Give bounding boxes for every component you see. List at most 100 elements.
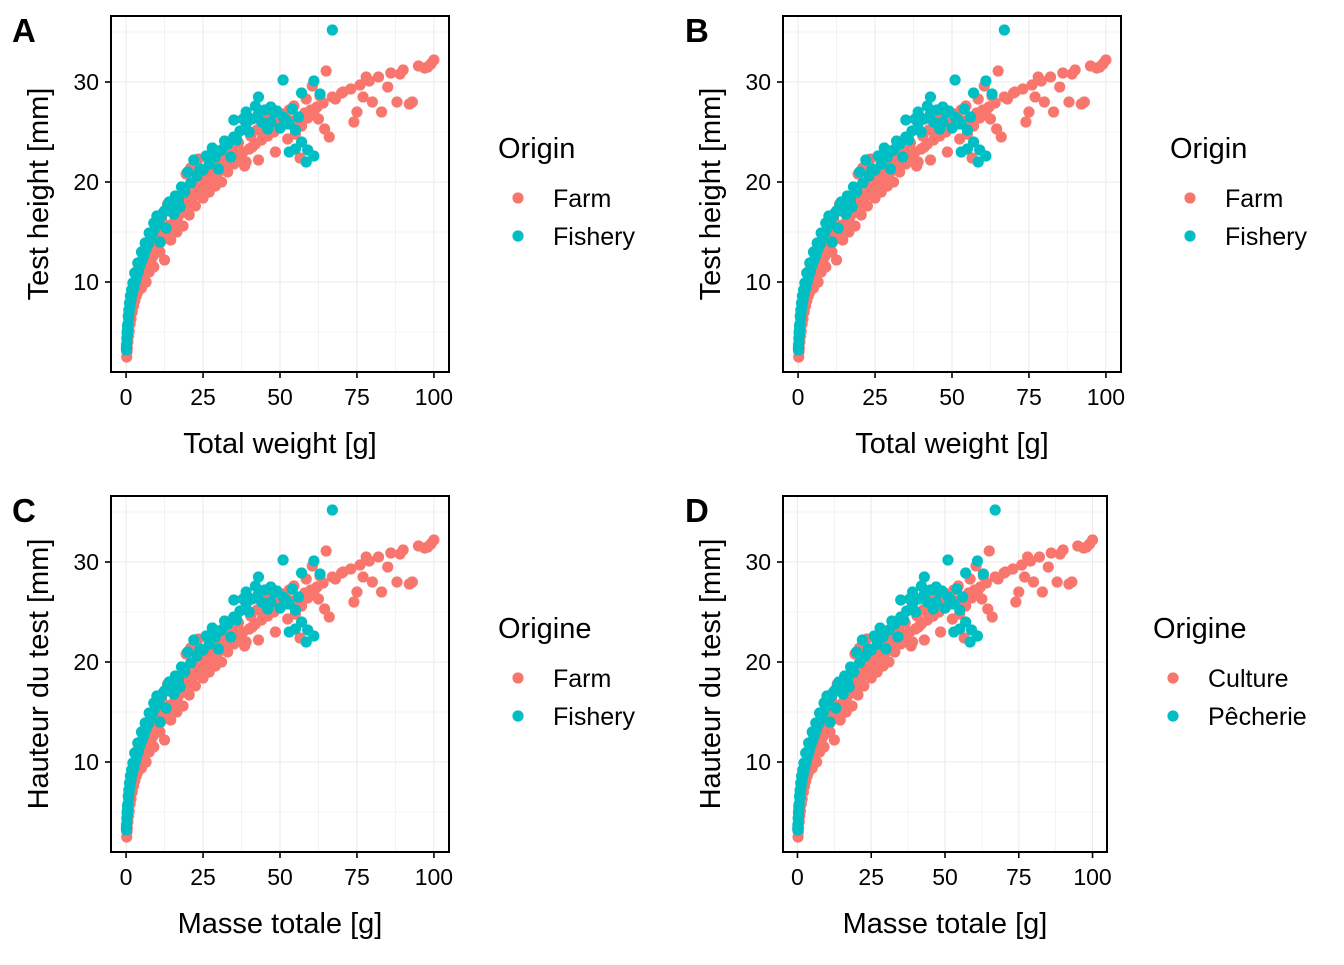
- point-farm: [319, 603, 331, 615]
- point-fishery: [237, 113, 249, 125]
- point-fishery: [971, 555, 984, 567]
- point-fishery: [289, 143, 301, 155]
- point-farm: [222, 646, 234, 658]
- legend-entry-label: Pêcherie: [1208, 703, 1307, 731]
- point-fishery: [252, 571, 265, 583]
- point-farm: [238, 160, 251, 172]
- point-farm: [372, 551, 385, 563]
- point-fishery: [200, 150, 212, 162]
- point-fishery: [262, 123, 274, 135]
- point-fishery: [277, 74, 289, 86]
- point-farm: [1019, 571, 1031, 583]
- point-fishery: [295, 87, 308, 99]
- point-fishery: [915, 580, 927, 592]
- y-tick-label: 10: [73, 269, 99, 295]
- point-fishery: [194, 163, 206, 175]
- legend-key-fishery: [512, 710, 524, 722]
- x-tick-label: 100: [1087, 384, 1125, 410]
- point-fishery: [793, 790, 806, 802]
- points: [120, 504, 440, 843]
- point-fishery: [175, 181, 188, 193]
- point-fishery: [132, 737, 144, 749]
- point-fishery: [292, 591, 305, 603]
- y-tick-label: 30: [745, 69, 771, 95]
- point-fishery: [792, 824, 804, 836]
- point-farm: [357, 571, 369, 583]
- point-fishery: [148, 217, 160, 229]
- point-farm: [183, 209, 195, 221]
- point-fishery: [262, 603, 274, 615]
- point-farm: [820, 261, 832, 273]
- point-farm: [855, 209, 867, 221]
- point-fishery: [163, 676, 175, 688]
- legend-entry-label: Farm: [553, 665, 611, 693]
- point-fishery: [212, 163, 225, 175]
- point-farm: [1016, 559, 1028, 571]
- panel-c: 0 25 50 75 100 10 20 30 Masse totale [g] Hauteur …: [12, 492, 635, 940]
- y-tick-label: 20: [73, 649, 99, 675]
- point-fishery: [225, 631, 237, 643]
- legend: Origin Farm Fishery: [498, 133, 635, 251]
- legend-title: Origine: [1153, 613, 1247, 645]
- point-farm: [354, 559, 366, 571]
- point-fishery: [954, 604, 966, 616]
- point-farm: [385, 67, 397, 79]
- point-farm: [1057, 67, 1069, 79]
- point-farm: [222, 166, 234, 178]
- point-farm: [357, 91, 369, 103]
- point-fishery: [868, 630, 880, 642]
- point-fishery: [295, 567, 308, 579]
- point-fishery: [900, 114, 912, 126]
- point-fishery: [824, 716, 836, 728]
- point-fishery: [890, 135, 903, 147]
- point-fishery: [277, 554, 289, 566]
- point-farm: [165, 234, 177, 246]
- axes: 0 25 50 75 100 10 20 30 Total weight [g] Test hei…: [695, 69, 1125, 460]
- point-fishery: [326, 504, 338, 516]
- point-fishery: [961, 143, 973, 155]
- point-fishery: [844, 661, 857, 673]
- point-farm: [366, 96, 378, 108]
- point-fishery: [826, 236, 838, 248]
- point-farm: [360, 71, 372, 83]
- point-farm: [983, 545, 995, 557]
- point-farm: [282, 133, 294, 145]
- point-farm: [849, 220, 861, 232]
- point-fishery: [174, 201, 186, 213]
- point-farm: [984, 113, 997, 125]
- point-farm: [887, 176, 900, 188]
- point-farm: [1047, 106, 1060, 118]
- y-tick-label: 20: [745, 169, 771, 195]
- point-fishery: [954, 623, 966, 635]
- point-fishery: [129, 267, 141, 279]
- legend-entry-label: Fishery: [553, 703, 635, 731]
- point-fishery: [939, 602, 951, 614]
- point-farm: [140, 756, 152, 768]
- legend-entry-label: Fishery: [553, 223, 635, 251]
- point-fishery: [924, 91, 937, 103]
- point-farm: [811, 756, 823, 768]
- point-fishery: [961, 124, 973, 136]
- point-fishery: [206, 142, 218, 154]
- y-tick-label: 20: [745, 649, 771, 675]
- point-fishery: [998, 24, 1010, 36]
- point-fishery: [292, 111, 305, 123]
- point-fishery: [314, 88, 326, 100]
- point-fishery: [174, 681, 186, 693]
- point-fishery: [800, 747, 812, 759]
- panel-tag: C: [12, 492, 36, 529]
- panel-a: 0 25 50 75 100 10 20 30 Total weight [g] Test hei…: [12, 12, 635, 460]
- point-farm: [1066, 576, 1078, 588]
- point-fishery: [135, 246, 148, 258]
- point-fishery: [854, 166, 866, 178]
- point-farm: [394, 548, 406, 560]
- y-tick-label: 10: [745, 749, 771, 775]
- point-farm: [1044, 71, 1057, 83]
- y-axis-title: Test height [mm]: [23, 88, 55, 301]
- legend-title: Origine: [498, 613, 592, 645]
- point-fishery: [967, 87, 980, 99]
- point-fishery: [949, 74, 961, 86]
- point-fishery: [300, 636, 312, 648]
- x-tick-label: 100: [1073, 864, 1111, 890]
- point-fishery: [878, 142, 890, 154]
